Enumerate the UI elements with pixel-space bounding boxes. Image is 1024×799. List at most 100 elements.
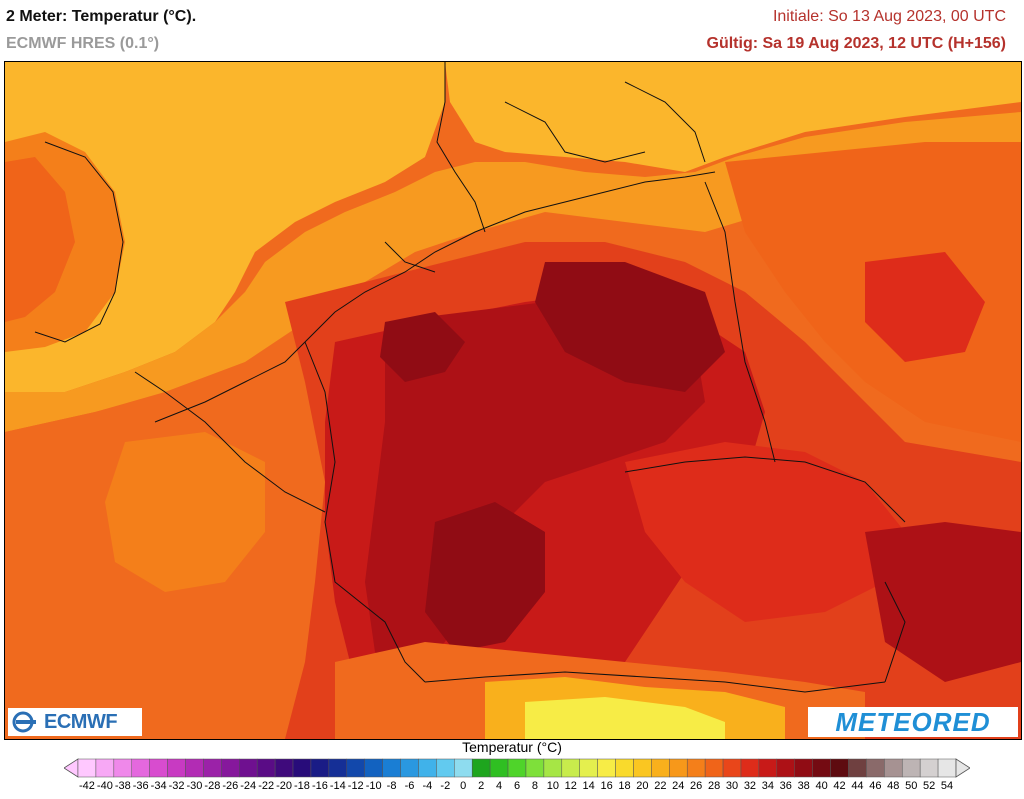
legend-swatch <box>436 758 455 778</box>
legend-swatch <box>203 758 222 778</box>
legend-swatch <box>543 758 563 778</box>
legend-tick-label: 0 <box>460 780 467 792</box>
legend-swatch <box>579 758 598 778</box>
ecmwf-logo: ECMWF <box>8 708 142 736</box>
legend-min-arrow <box>64 758 79 778</box>
ecmwf-logo-text: ECMWF <box>44 710 118 733</box>
legend-tick-label: -8 <box>386 780 397 792</box>
temperature-map[interactable] <box>4 61 1022 740</box>
legend-swatch <box>256 758 276 778</box>
legend-swatch <box>830 758 849 778</box>
legend-swatch <box>95 758 115 778</box>
alps-highest-peaks <box>525 697 725 739</box>
legend-tick-label: -12 <box>347 780 364 792</box>
slovakia-hot <box>865 522 1021 682</box>
legend-swatch <box>489 758 509 778</box>
legend-tick-label: 10 <box>546 780 559 792</box>
legend-swatch <box>812 758 831 778</box>
border-lines <box>34 62 906 693</box>
legend-swatch <box>776 758 795 778</box>
legend-tick-label: -22 <box>258 780 275 792</box>
hot-core-north <box>535 262 725 392</box>
legend-tick-label: 28 <box>707 780 721 792</box>
legend-tick-label: -4 <box>422 780 433 792</box>
legend-tick-label: -28 <box>204 780 221 792</box>
legend-swatch <box>704 758 724 778</box>
legend-tick-label: 26 <box>690 780 703 792</box>
legend-tick-label: -30 <box>186 780 203 792</box>
ecmwf-logo-icon <box>12 711 36 733</box>
legend-swatch <box>937 758 957 778</box>
legend-swatch <box>185 758 204 778</box>
legend-swatch <box>328 758 348 778</box>
legend-tick-label: -42 <box>79 780 95 792</box>
legend-tick-label: -10 <box>365 780 382 792</box>
legend-tick-label: 42 <box>833 780 846 792</box>
legend-swatch <box>149 758 168 778</box>
legend-tick-label: -6 <box>404 780 415 792</box>
legend-color-bar <box>64 758 970 778</box>
legend-labels: -42 -40 -38 -36 -34 -32 -30 -28 -26 -24 -22 -20 -18-… <box>0 780 1024 798</box>
legend-tick-label: -26 <box>222 780 239 792</box>
czech-area <box>625 442 905 622</box>
map-title: 2 Meter: Temperatur (°C). <box>6 8 197 25</box>
legend-tick-label: 34 <box>761 780 774 792</box>
legend-tick-label: 6 <box>513 780 521 792</box>
legend-swatch <box>382 758 401 778</box>
legend-swatch <box>740 758 760 778</box>
legend-tick-label: -24 <box>240 780 257 792</box>
legend-tick-label: 22 <box>654 780 667 792</box>
legend-swatch <box>400 758 419 778</box>
legend-swatch <box>651 758 670 778</box>
legend-tick-label: -16 <box>311 780 328 792</box>
legend-swatch <box>525 758 545 778</box>
legend-tick-label: 50 <box>905 780 918 792</box>
legend-tick-label: -20 <box>276 780 292 792</box>
uk-warm-zone <box>5 157 75 322</box>
legend-swatch <box>669 758 688 778</box>
legend-swatch <box>346 758 365 778</box>
legend-tick-label: 24 <box>672 780 685 792</box>
poland-hot-patch <box>865 252 985 362</box>
legend-swatch <box>919 758 939 778</box>
legend-swatch <box>507 758 527 778</box>
legend-tick-label: 14 <box>582 780 595 792</box>
legend-tick-label: 46 <box>869 780 882 792</box>
legend-tick-label: 18 <box>618 780 631 792</box>
legend-tick-label: -32 <box>168 780 185 792</box>
legend-swatch <box>866 758 885 778</box>
legend-swatch <box>633 758 652 778</box>
legend-swatch <box>221 758 240 778</box>
legend-swatch <box>686 758 706 778</box>
legend-swatch <box>615 758 634 778</box>
legend-title: Temperatur (°C) <box>462 739 562 755</box>
map-canvas <box>5 62 1021 739</box>
legend-swatch <box>471 758 491 778</box>
meteored-logo: METEORED <box>808 707 1018 737</box>
legend-tick-label: 30 <box>725 780 739 792</box>
legend-swatch <box>901 758 921 778</box>
valid-time: Gültig: Sa 19 Aug 2023, 12 UTC (H+156) <box>706 35 1007 52</box>
legend-swatch <box>597 758 616 778</box>
legend-swatch <box>848 758 867 778</box>
legend-tick-label: -38 <box>114 780 131 792</box>
legend-tick-label: 2 <box>478 780 485 792</box>
legend-tick-label: -40 <box>96 780 113 792</box>
legend-max-arrow <box>955 758 970 778</box>
legend-tick-label: 20 <box>636 780 649 792</box>
legend-swatch <box>418 758 437 778</box>
legend-tick-label: -34 <box>150 780 167 792</box>
legend-swatch <box>77 758 97 778</box>
legend-tick-label: 16 <box>600 780 613 792</box>
legend-swatch <box>561 758 580 778</box>
legend-tick-label: 32 <box>743 780 757 792</box>
legend-tick-label: 40 <box>815 780 828 792</box>
legend-tick-label: 52 <box>922 780 936 792</box>
legend-swatch <box>167 758 186 778</box>
legend-swatch <box>131 758 150 778</box>
model-name: ECMWF HRES (0.1°) <box>6 35 160 52</box>
hot-core-south <box>425 502 545 652</box>
legend-tick-label: -18 <box>294 780 310 792</box>
legend-swatch <box>758 758 778 778</box>
legend-swatch <box>794 758 813 778</box>
